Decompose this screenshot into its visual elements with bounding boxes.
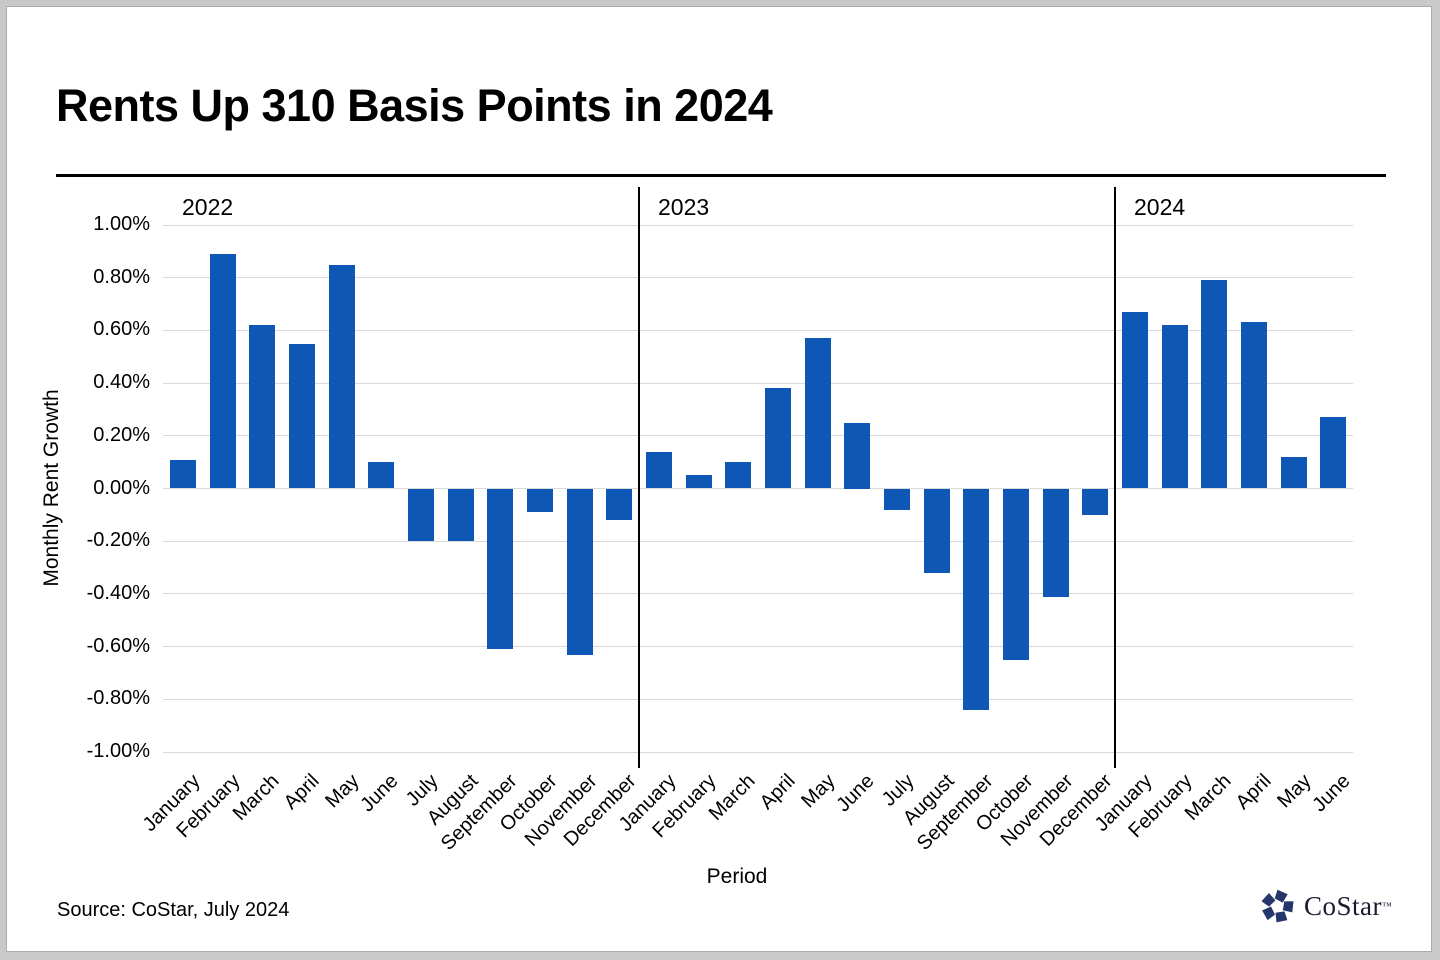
gridline xyxy=(163,382,1353,384)
y-tick-label: 0.40% xyxy=(93,371,150,394)
title-divider xyxy=(56,174,1386,177)
bar-2022-july xyxy=(407,488,434,542)
bar-2023-october xyxy=(1002,488,1029,660)
gridline xyxy=(163,224,1353,226)
gridline xyxy=(163,593,1353,595)
bar-2023-march xyxy=(725,462,752,489)
gridline xyxy=(163,488,1353,489)
chart-title: Rents Up 310 Basis Points in 2024 xyxy=(56,80,773,131)
bar-2024-january xyxy=(1121,311,1148,489)
bar-2024-march xyxy=(1201,280,1228,489)
bar-2023-july xyxy=(883,488,910,510)
x-axis-title: Period xyxy=(706,865,768,888)
gridline xyxy=(163,540,1353,542)
gridline xyxy=(163,329,1353,331)
y-tick-label: -0.40% xyxy=(86,581,150,604)
plot-area xyxy=(163,224,1353,753)
bar-2023-april xyxy=(764,388,791,489)
gridline xyxy=(163,435,1353,437)
bar-2023-june xyxy=(844,422,871,489)
y-tick-label: 0.20% xyxy=(93,423,150,446)
bar-2022-november xyxy=(566,488,593,655)
costar-logo: CoStar ™ xyxy=(1260,885,1392,927)
y-tick-label: 0.00% xyxy=(93,476,150,499)
year-label-2023: 2023 xyxy=(658,194,710,220)
source-note: Source: CoStar, July 2024 xyxy=(57,899,290,921)
bar-2023-november xyxy=(1042,488,1069,597)
bar-2022-january xyxy=(169,459,196,489)
bar-2023-january xyxy=(645,451,672,489)
bar-2022-august xyxy=(447,488,474,542)
y-tick-label: 1.00% xyxy=(93,213,150,235)
bar-2023-february xyxy=(685,475,712,489)
y-tick-label: 0.80% xyxy=(93,265,150,288)
bar-2023-december xyxy=(1082,488,1109,515)
y-tick-label: -0.80% xyxy=(86,687,150,710)
year-label-2024: 2024 xyxy=(1134,194,1186,220)
costar-pinwheel-icon xyxy=(1260,889,1295,924)
year-separator xyxy=(1114,187,1116,768)
costar-logo-tm: ™ xyxy=(1382,900,1392,912)
year-separator xyxy=(638,187,640,768)
bar-2024-june xyxy=(1320,417,1347,489)
bar-2022-february xyxy=(209,253,236,489)
y-tick-label: 0.60% xyxy=(93,318,150,341)
bar-2022-december xyxy=(606,488,633,521)
bar-2022-april xyxy=(288,343,315,489)
gridline xyxy=(163,698,1353,700)
bar-2023-august xyxy=(923,488,950,573)
bar-2022-june xyxy=(368,462,395,489)
bar-2024-may xyxy=(1280,456,1307,489)
y-tick-label: -1.00% xyxy=(86,740,150,762)
y-tick-label: -0.20% xyxy=(86,529,150,552)
bar-2022-september xyxy=(487,488,514,650)
y-tick-label: -0.60% xyxy=(86,634,150,657)
gridline xyxy=(163,646,1353,648)
gridline xyxy=(163,277,1353,279)
y-axis-title: Monthly Rent Growth xyxy=(40,389,63,587)
costar-logo-text: CoStar xyxy=(1304,890,1383,921)
bar-2022-october xyxy=(526,488,553,513)
bar-2023-september xyxy=(963,488,990,710)
bar-2022-may xyxy=(328,264,355,489)
gridline xyxy=(163,751,1353,753)
bar-2024-april xyxy=(1240,322,1267,489)
bar-2023-may xyxy=(804,338,831,489)
year-label-2022: 2022 xyxy=(182,194,234,220)
bar-2022-march xyxy=(249,325,276,489)
slide-background xyxy=(6,6,1432,952)
bar-2024-february xyxy=(1161,325,1188,489)
